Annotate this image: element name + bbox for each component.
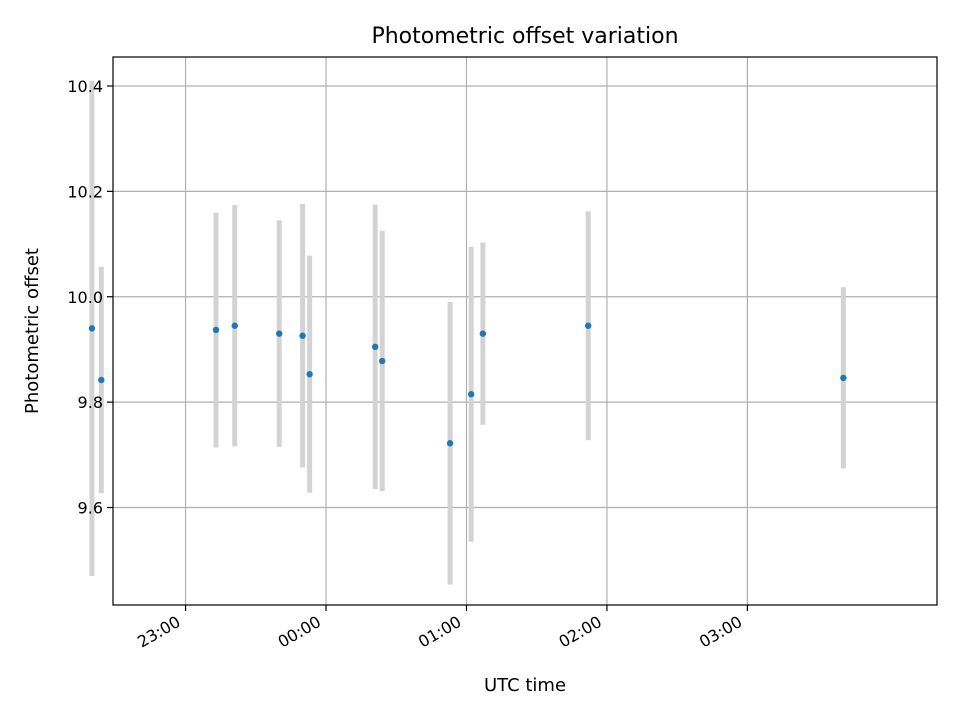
grid (113, 57, 937, 605)
data-point (299, 332, 306, 339)
data-point (231, 322, 238, 329)
data-point (88, 325, 96, 332)
data-point (446, 440, 454, 447)
data-point (467, 391, 475, 398)
data-point (212, 326, 220, 334)
y-tick-label: 9.6 (78, 499, 103, 518)
y-axis: 9.6 9.8 10.0 10.2 10.4 (67, 77, 113, 518)
data-point (479, 330, 487, 337)
data-points (88, 322, 847, 447)
data-point (306, 371, 313, 378)
y-tick-label: 9.8 (78, 393, 103, 412)
data-point (379, 357, 386, 365)
plot-frame (112, 56, 938, 606)
data-point (585, 322, 592, 329)
data-point (98, 376, 105, 384)
data-point (840, 374, 847, 382)
chart-title: Photometric offset variation (371, 24, 678, 49)
data-point (276, 330, 283, 337)
y-axis-label: Photometric offset (22, 248, 43, 414)
x-axis-label: UTC time (484, 675, 566, 696)
y-tick-label: 10.2 (67, 182, 103, 201)
y-tick-label: 10.0 (67, 288, 103, 307)
data-point (371, 343, 379, 351)
y-tick-label: 10.4 (67, 77, 103, 96)
